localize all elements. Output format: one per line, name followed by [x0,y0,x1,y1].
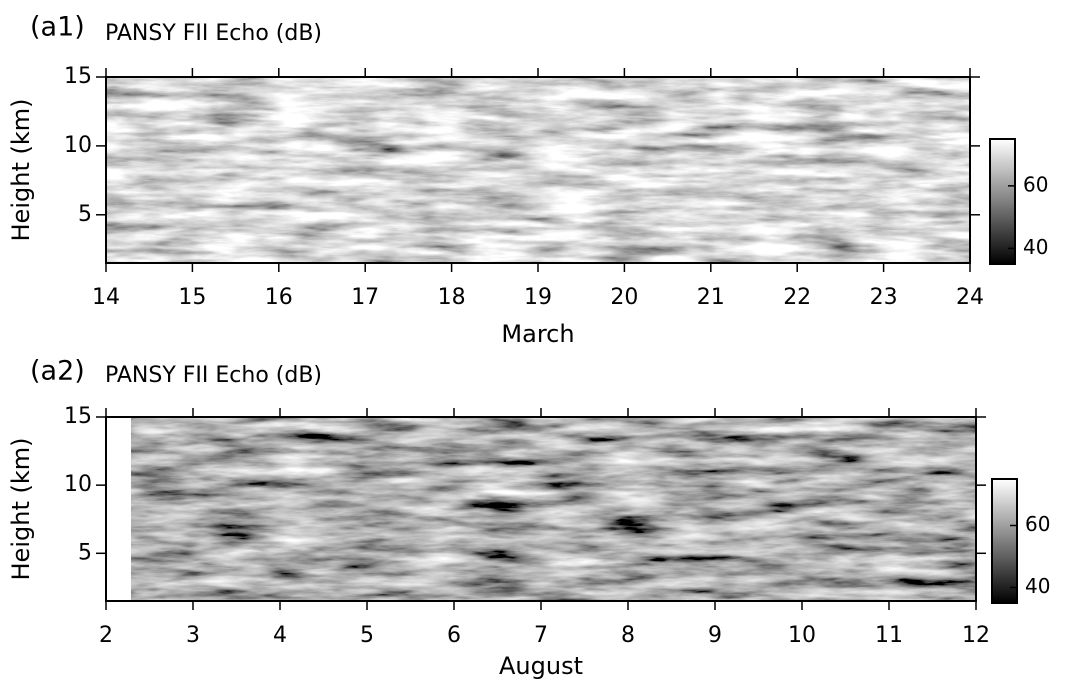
colorbar-tick-label: 60 [1025,512,1050,536]
y-axis-label: Height (km) [7,438,35,581]
x-tick-label: 6 [447,623,461,648]
x-tick-label: 14 [92,285,120,310]
y-tick-label: 15 [64,404,92,429]
x-axis-label: March [501,320,574,348]
colorbar [990,139,1015,264]
y-axis-label: Height (km) [7,99,35,242]
x-tick-label: 9 [708,623,722,648]
x-tick-label: 17 [351,285,379,310]
x-tick-label: 21 [697,285,725,310]
x-tick-label: 4 [273,623,287,648]
y-tick-label: 15 [64,64,92,89]
x-tick-label: 20 [610,285,638,310]
panel: (a1) PANSY FII Echo (dB) 14 15 16 17 18 19 20 21 2… [7,12,1048,349]
x-tick-label: 24 [956,285,984,310]
y-tick-label: 10 [64,472,92,497]
x-tick-label: 10 [788,623,816,648]
chart-title: PANSY FII Echo (dB) [105,21,322,46]
figure: (a1)PANSY FII Echo (dB)14151617181920212… [0,0,1070,682]
x-tick-label: 12 [962,623,990,648]
colorbar [992,479,1017,603]
x-tick-label: 15 [178,285,206,310]
no-data [106,417,131,601]
chart-title: PANSY FII Echo (dB) [105,363,322,388]
y-tick-label: 5 [78,540,92,565]
x-tick-label: 18 [438,285,466,310]
x-tick-label: 23 [870,285,898,310]
panel-label: (a1) [30,12,85,43]
x-tick-label: 16 [265,285,293,310]
x-tick-label: 5 [360,623,374,648]
panel: (a2) PANSY FII Echo (dB) 2 3 4 5 6 7 8 9 10 11 12 5 10… [7,356,1050,681]
x-axis-label: August [499,652,583,680]
colorbar-tick-label: 40 [1023,235,1048,259]
y-tick-label: 10 [64,133,92,158]
panel-label: (a2) [30,356,85,387]
x-tick-label: 3 [186,623,200,648]
x-tick-label: 8 [621,623,635,648]
colorbar-tick-label: 40 [1025,574,1050,598]
x-tick-label: 22 [783,285,811,310]
heatmap [106,417,976,601]
y-tick-label: 5 [78,202,92,227]
x-tick-label: 7 [534,623,548,648]
colorbar-tick-label: 60 [1023,172,1048,196]
heatmap [106,77,970,263]
x-tick-label: 2 [99,623,113,648]
x-tick-label: 11 [875,623,903,648]
x-tick-label: 19 [524,285,552,310]
